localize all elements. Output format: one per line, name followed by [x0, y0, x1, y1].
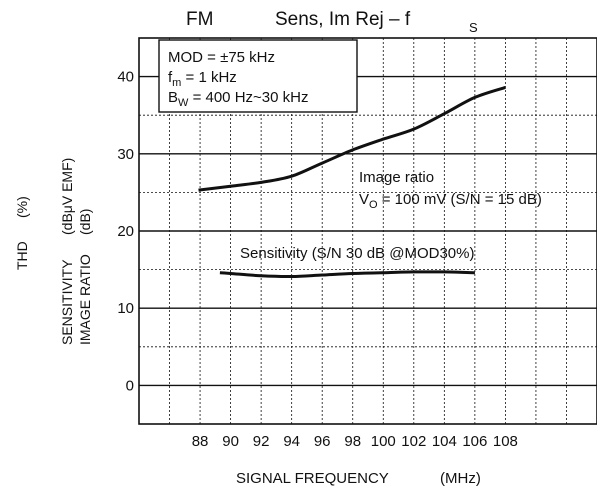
condition-bw-sub: W	[178, 97, 189, 109]
annotation-vo-rest: = 100 mV (S/N = 15 dB)	[378, 191, 542, 208]
condition-fm-sub: m	[172, 77, 181, 89]
x-axis-unit: (MHz)	[440, 470, 481, 487]
y-tick-label: 30	[117, 146, 134, 163]
conditions-box: MOD = ±75 kHz fm = 1 kHz BW = 400 Hz~30 …	[158, 39, 358, 113]
annotation-image-ratio-cond: VO = 100 mV (S/N = 15 dB)	[359, 191, 542, 211]
y-axis-label-thd-unit: (%)	[14, 196, 30, 218]
condition-mod: MOD = ±75 kHz	[168, 49, 275, 66]
annotation-image-ratio: Image ratio	[359, 169, 434, 186]
x-tick-label: 92	[253, 433, 270, 450]
conditions-box-frame	[158, 39, 358, 113]
condition-bw: BW = 400 Hz~30 kHz	[168, 89, 308, 109]
y-axis-label-sens-group: SENSITIVITY (dBμV EMF)	[59, 158, 75, 345]
condition-fm: fm = 1 kHz	[168, 69, 237, 89]
chart-title-sub: S	[469, 20, 478, 35]
y-axis-label-thd: THD	[14, 241, 30, 270]
y-tick-labels: 0 10 20 30 40	[117, 69, 134, 395]
y-axis-label-img-group: IMAGE RATIO (dB)	[77, 209, 93, 345]
series-line-sensitivity	[219, 270, 475, 279]
x-tick-label: 88	[192, 433, 209, 450]
condition-bw-rest: = 400 Hz~30 kHz	[188, 89, 308, 106]
y-axis-label-thd-group: THD (%)	[14, 196, 30, 270]
y-tick-label: 20	[117, 223, 134, 240]
x-tick-label: 90	[222, 433, 239, 450]
x-tick-label: 96	[314, 433, 331, 450]
x-tick-labels: 88 90 92 94 96 98 100 102 104 106 108	[192, 433, 518, 450]
y-axis-label-sensitivity-unit: (dBμV EMF)	[59, 158, 75, 235]
x-tick-label: 94	[283, 433, 300, 450]
x-tick-label: 104	[432, 433, 457, 450]
y-axis-label-sensitivity: SENSITIVITY	[59, 259, 75, 345]
y-tick-label: 10	[117, 300, 134, 317]
chart-title: Sens, Im Rej – f	[275, 9, 411, 30]
plot-frame	[138, 37, 597, 425]
y-tick-label: 0	[126, 377, 134, 394]
series-line-image-ratio	[198, 85, 506, 192]
condition-fm-rest: = 1 kHz	[181, 69, 236, 86]
y-tick-label: 40	[117, 69, 134, 86]
condition-fm-main: f	[168, 69, 173, 86]
x-tick-label: 106	[462, 433, 487, 450]
x-tick-label: 98	[344, 433, 361, 450]
annotation-vo-sub: O	[369, 199, 378, 211]
y-axis-label-image-ratio: IMAGE RATIO	[77, 254, 93, 345]
condition-bw-main: B	[168, 89, 178, 106]
y-axis-label-image-ratio-unit: (dB)	[77, 209, 93, 235]
x-tick-label: 102	[401, 433, 426, 450]
x-tick-label: 100	[371, 433, 396, 450]
x-tick-label: 108	[493, 433, 518, 450]
x-axis-label: SIGNAL FREQUENCY	[236, 470, 389, 487]
annotation-sensitivity: Sensitivity (S/N 30 dB @MOD30%)	[240, 245, 474, 262]
chart-title-mode: FM	[186, 9, 213, 30]
annotation-vo-main: V	[359, 191, 369, 208]
